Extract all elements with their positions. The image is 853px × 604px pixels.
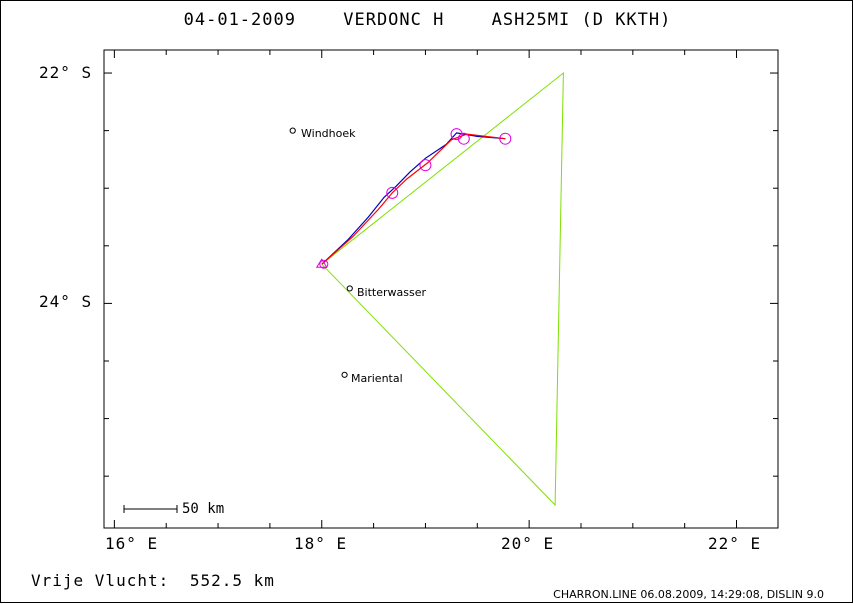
start-marker [315, 258, 328, 268]
lon-label-16e: 16° E [105, 534, 159, 553]
thermal-circle [499, 132, 512, 145]
town-label-windhoek: Windhoek [301, 127, 356, 140]
thermal-circle [319, 259, 329, 269]
town-label-bitterwasser: Bitterwasser [357, 286, 427, 299]
town-marker [341, 371, 348, 378]
aircraft: ASH25MI (D KKTH) [491, 10, 672, 30]
task-triangle [321, 71, 564, 507]
free-flight-distance: Vrije Vlucht: 552.5 km [31, 571, 275, 590]
thermal-circle [450, 128, 463, 141]
pilot-name: VERDONC H [343, 10, 445, 30]
map-frame [103, 49, 779, 529]
software-credit: CHARRON.LINE 06.08.2009, 14:29:08, DISLI… [553, 588, 824, 601]
thermal-circle [386, 186, 399, 199]
scale-label: 50 km [182, 501, 225, 517]
flight-track-blue [321, 132, 506, 265]
lon-label-20e: 20° E [501, 534, 555, 553]
lon-label-18e: 18° E [294, 534, 348, 553]
lon-label-22e: 22° E [708, 534, 762, 553]
distance-value: 552.5 km [189, 571, 275, 590]
lat-label-24s: 24° S [39, 292, 93, 311]
thermal-circle [419, 159, 432, 172]
tick-marks [104, 50, 778, 528]
scale-bar [123, 505, 178, 513]
thermal-circle [457, 132, 470, 145]
flight-track-red [321, 133, 506, 265]
town-marker [346, 285, 353, 292]
town-label-mariental: Mariental [351, 372, 403, 385]
thermal-circles [315, 128, 512, 269]
lat-label-22s: 22° S [39, 63, 93, 82]
town-marker [289, 127, 296, 134]
map-title: 04-01-2009 VERDONC H ASH25MI (D KKTH) [1, 10, 853, 30]
town-markers [289, 127, 353, 378]
flight-date: 04-01-2009 [183, 10, 296, 30]
distance-label: Vrije Vlucht: [31, 571, 170, 590]
